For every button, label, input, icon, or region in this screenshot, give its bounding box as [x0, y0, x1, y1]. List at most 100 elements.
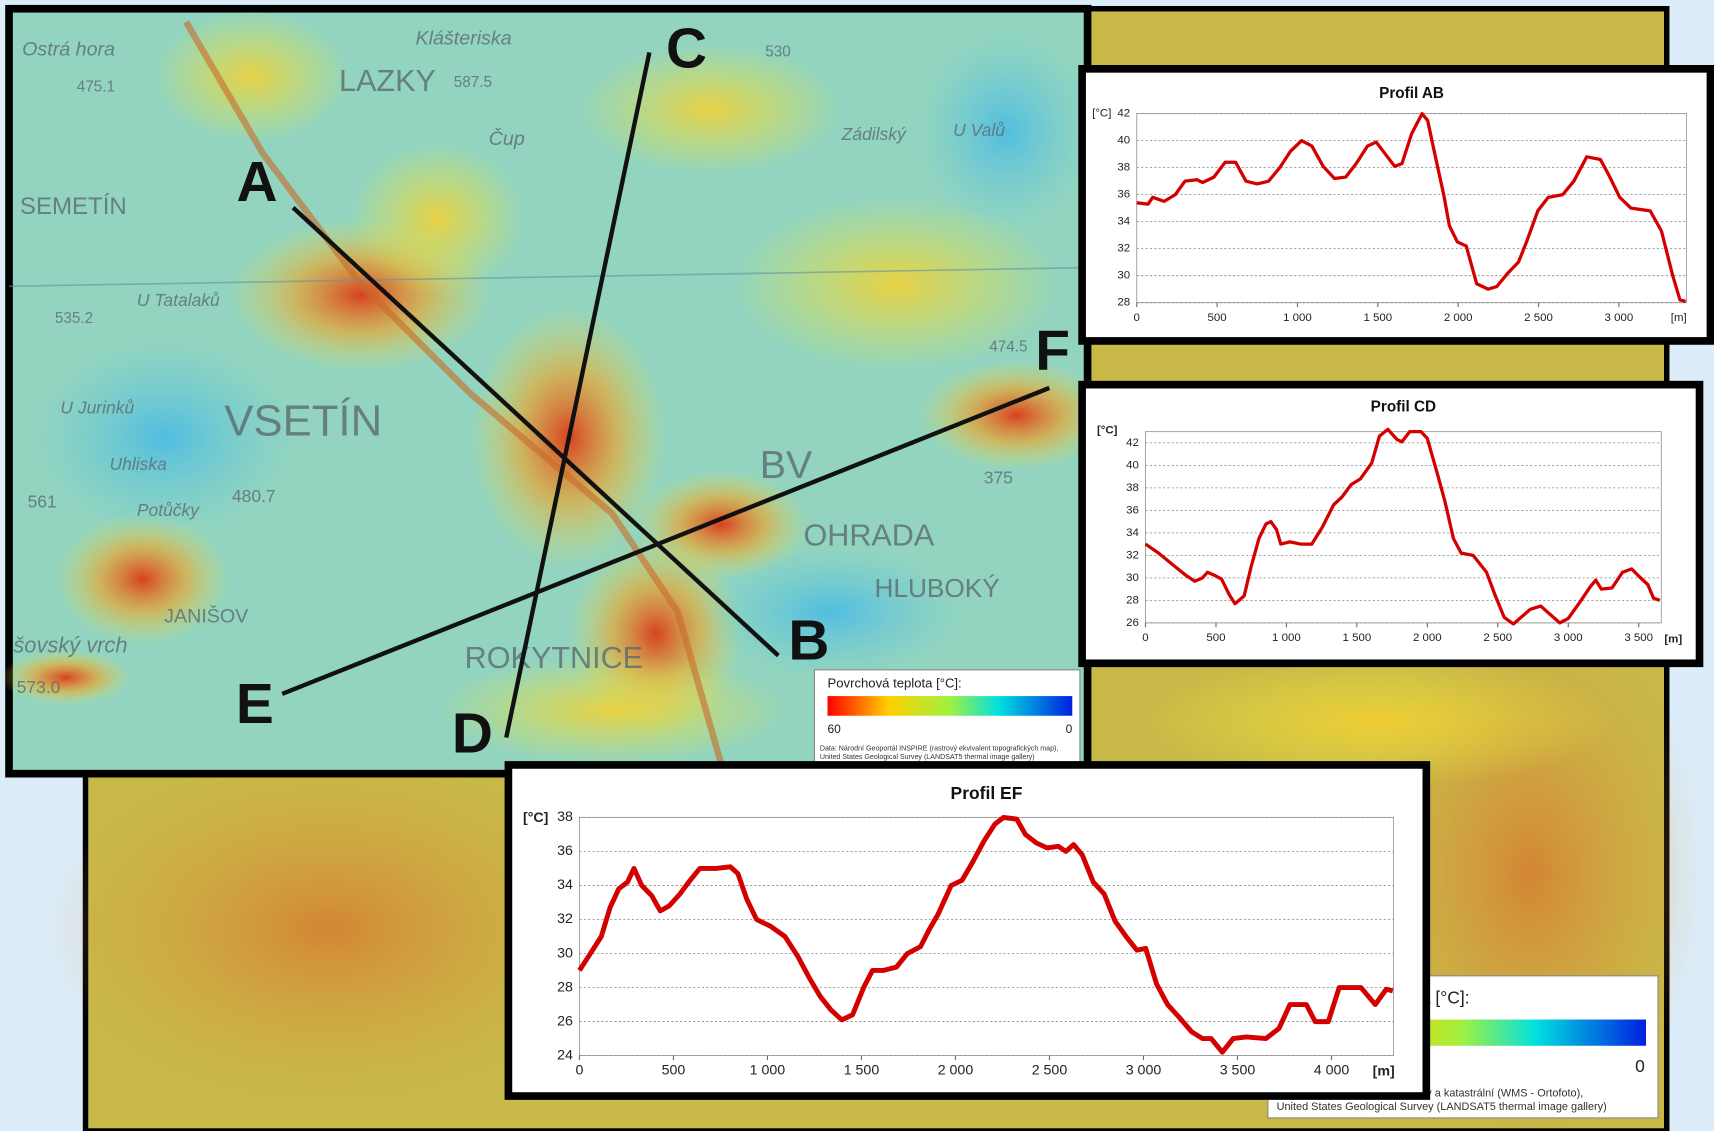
y-tick-label: 40: [1117, 135, 1130, 147]
x-tick-label: 2 500: [1524, 312, 1553, 324]
x-tick-label: 3 000: [1554, 632, 1583, 644]
place-label: U Valů: [953, 120, 1005, 140]
composite: Ostrá hora Klášteriska LAZKY SEMETÍN VSETÍN O…: [0, 0, 1714, 1131]
y-tick-label: 26: [1126, 617, 1139, 629]
y-tick-label: 30: [1126, 572, 1139, 584]
place-label: 587.5: [454, 74, 492, 91]
x-tick-label: 4 000: [1314, 1063, 1350, 1079]
legend-min: 0: [1066, 722, 1073, 736]
y-tick-label: 38: [1117, 162, 1130, 174]
y-tick-label: 32: [557, 911, 573, 927]
chart-frame: [508, 765, 1426, 1096]
legend-source: United States Geological Survey (LANDSAT…: [820, 753, 1035, 761]
y-axis-label: [°C]: [1097, 425, 1118, 437]
place-label: Klášteriska: [416, 28, 512, 50]
x-tick-label: 1 500: [1343, 632, 1372, 644]
y-tick-label: 28: [1117, 297, 1130, 309]
place-label: VSETÍN: [224, 397, 382, 446]
profile-point: D: [452, 703, 493, 766]
y-tick-label: 30: [557, 945, 573, 961]
place-label: 530: [765, 43, 791, 60]
profile-point: E: [236, 673, 274, 736]
place-label: OHRADA: [803, 519, 934, 553]
y-tick-label: 34: [557, 877, 573, 893]
legend-source: United States Geological Survey (LANDSAT…: [1277, 1101, 1607, 1113]
chart-frame: [1082, 69, 1710, 341]
legend-title: Povrchová teplota [°C]:: [827, 676, 961, 691]
x-tick-label: 2 000: [1444, 312, 1473, 324]
legend-max: 60: [827, 722, 841, 736]
place-label: 475.1: [77, 78, 115, 95]
x-axis-label: [m]: [1664, 633, 1682, 645]
place-label: ROKYTNICE: [465, 641, 643, 675]
x-axis-label: [m]: [1671, 312, 1687, 324]
place-label: Zádilský: [841, 124, 907, 144]
profile-point: C: [666, 17, 707, 80]
place-label: Čup: [489, 127, 525, 150]
y-tick-label: 28: [557, 979, 573, 995]
y-tick-label: 36: [1117, 189, 1130, 201]
place-label: 480.7: [232, 486, 276, 506]
place-label: 375: [984, 467, 1013, 487]
y-tick-label: 40: [1126, 459, 1139, 471]
place-label: Potůčky: [137, 500, 200, 520]
chart-title: Profil CD: [1371, 399, 1436, 416]
chart-frame: [1082, 385, 1699, 664]
place-label: šovský vrch: [13, 633, 127, 658]
y-tick-label: 38: [557, 809, 573, 825]
map-legend: Povrchová teplota [°C]: 60 0 Data: Národní …: [814, 670, 1080, 766]
y-tick-label: 38: [1126, 482, 1139, 494]
profile-point: F: [1035, 320, 1070, 383]
x-tick-label: 3 000: [1605, 312, 1634, 324]
profile-point: A: [237, 151, 278, 214]
y-tick-label: 42: [1117, 108, 1130, 120]
page: {"chart_data": [ {"type": "line", "title…: [0, 0, 1714, 1131]
x-tick-label: 3 500: [1220, 1063, 1256, 1079]
x-tick-label: 500: [662, 1063, 686, 1079]
x-tick-label: 1 500: [1363, 312, 1392, 324]
x-tick-label: 2 500: [1032, 1063, 1068, 1079]
x-tick-label: 500: [1208, 312, 1227, 324]
y-tick-label: 32: [1117, 243, 1130, 255]
y-tick-label: 26: [557, 1013, 573, 1029]
place-label: U Tatalaků: [137, 290, 220, 310]
profile-point: B: [788, 610, 829, 673]
x-tick-label: 2 500: [1483, 632, 1512, 644]
x-tick-label: 1 000: [1272, 632, 1301, 644]
place-label: LAZKY: [339, 64, 436, 98]
legend-min: 0: [1635, 1056, 1645, 1076]
place-label: 573.0: [17, 677, 61, 697]
place-label: 535.2: [55, 310, 93, 327]
place-label: SEMETÍN: [20, 193, 127, 220]
chart: Profil EF242628303234363805001 0001 5002…: [508, 765, 1426, 1096]
y-tick-label: 28: [1126, 594, 1139, 606]
y-tick-label: 30: [1117, 270, 1130, 282]
x-tick-label: 500: [1206, 632, 1225, 644]
chart-title: Profil EF: [951, 783, 1023, 803]
chart: Profil AB 28 30 32 34 36 38 40 42 0 500 1 000 1 500 2…: [1082, 69, 1710, 341]
chart-title: Profil AB: [1379, 85, 1444, 102]
place-label: 561: [28, 491, 57, 511]
y-tick-label: 32: [1126, 549, 1139, 561]
place-label: 474.5: [989, 339, 1027, 356]
x-tick-label: 0: [1134, 312, 1140, 324]
x-tick-label: 0: [575, 1063, 583, 1079]
legend-gradient: [827, 696, 1072, 716]
y-tick-label: 36: [1126, 504, 1139, 516]
x-tick-label: 1 000: [1283, 312, 1312, 324]
place-label: U Jurinků: [60, 397, 134, 417]
legend-source: Data: Národní Geoportál INSPIRE (rastrov…: [820, 744, 1059, 752]
x-tick-label: 1 500: [844, 1063, 880, 1079]
y-tick-label: 36: [557, 843, 573, 859]
place-label: Ostrá hora: [22, 38, 115, 60]
place-label: HLUBOKÝ: [874, 573, 999, 603]
x-tick-label: 2 000: [1413, 632, 1442, 644]
y-axis-label: [°C]: [1092, 108, 1111, 120]
y-tick-label: 24: [557, 1047, 573, 1063]
place-label: BV: [760, 443, 813, 487]
x-tick-label: 2 000: [938, 1063, 974, 1079]
y-axis-label: [°C]: [523, 810, 548, 826]
x-tick-label: 0: [1142, 632, 1148, 644]
y-tick-label: 34: [1117, 216, 1130, 228]
